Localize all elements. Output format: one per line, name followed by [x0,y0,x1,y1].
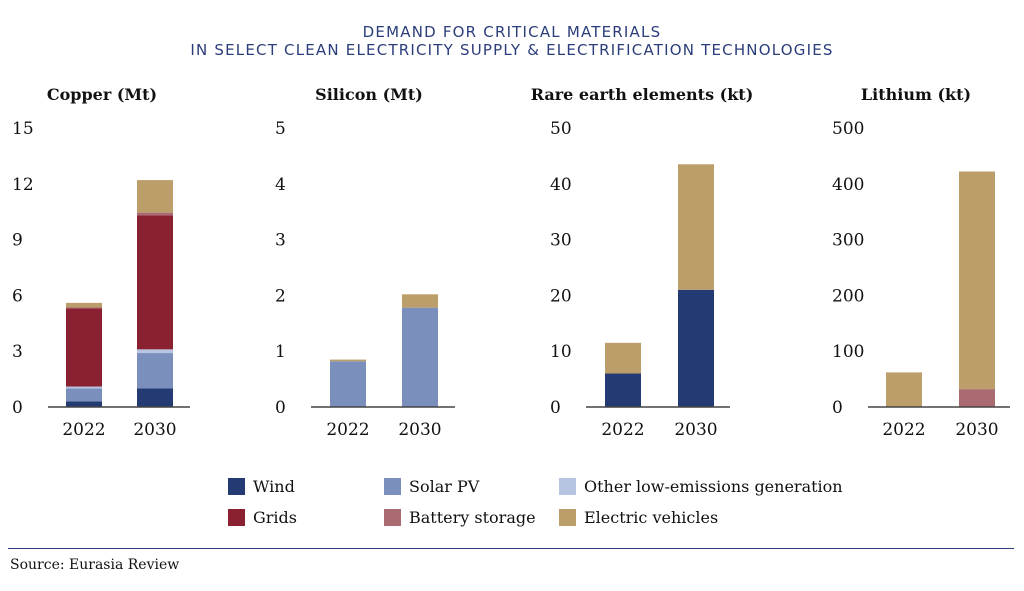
bar-segment-copper-2022-wind [66,401,102,407]
bar-segment-copper-2030-electric-vehicles [137,180,173,213]
bar-segment-lithium-2022-electric-vehicles [886,372,922,407]
y-tick-label-lithium: 500 [832,119,864,139]
legend-label-wind: Wind [253,476,295,496]
chart-title-rare-earth-elements: Rare earth elements (kt) [531,85,754,104]
legend-item-solar-pv: Solar PV [384,476,479,496]
y-tick-label-copper: 0 [12,398,23,418]
y-tick-label-silicon: 1 [275,342,286,362]
footer-divider [8,548,1014,549]
legend-item-electric-vehicles: Electric vehicles [559,507,718,527]
y-tick-label-rare-earth-elements: 40 [550,175,572,195]
y-tick-label-silicon: 0 [275,398,286,418]
x-tick-label-copper-2030: 2030 [133,420,176,440]
legend-item-battery-storage: Battery storage [384,507,536,527]
y-tick-label-rare-earth-elements: 10 [550,342,572,362]
legend-item-other-low-emissions: Other low-emissions generation [559,476,843,496]
y-tick-label-silicon: 4 [275,175,286,195]
legend-label-electric-vehicles: Electric vehicles [584,507,719,527]
y-tick-label-copper: 9 [12,231,23,251]
legend-item-wind: Wind [228,476,295,496]
legend-label-solar-pv: Solar PV [409,476,480,496]
y-tick-label-rare-earth-elements: 0 [550,398,561,418]
y-tick-label-rare-earth-elements: 20 [550,286,572,306]
bar-segment-rare-earth-elements-2022-wind [605,373,641,407]
y-tick-label-silicon: 5 [275,119,286,139]
x-tick-label-lithium-2022: 2022 [882,420,925,440]
chart-title-line-1: DEMAND FOR CRITICAL MATERIALS [362,23,662,41]
y-tick-label-rare-earth-elements: 30 [550,231,572,251]
bar-segment-copper-2022-other-low-emissions-generation [66,386,102,389]
chart-title-copper: Copper (Mt) [47,85,157,104]
legend-swatch-other-low-emissions [559,477,576,495]
y-tick-label-copper: 12 [12,175,34,195]
y-tick-label-lithium: 100 [832,342,864,362]
legend-swatch-grids [228,508,245,526]
bar-segment-copper-2022-battery-storage [66,307,102,309]
x-tick-label-rare-earth-elements-2022: 2022 [601,420,644,440]
y-tick-label-lithium: 400 [832,175,864,195]
y-tick-label-lithium: 0 [832,398,843,418]
y-tick-label-rare-earth-elements: 50 [550,119,572,139]
y-tick-label-silicon: 3 [275,231,286,251]
y-tick-label-copper: 3 [12,342,23,362]
legend-label-battery-storage: Battery storage [409,507,536,527]
x-tick-label-silicon-2030: 2030 [398,420,441,440]
bar-segment-copper-2022-grids [66,308,102,387]
y-tick-label-lithium: 300 [832,231,864,251]
bar-segment-rare-earth-elements-2030-electric-vehicles [678,164,714,290]
bar-segment-rare-earth-elements-2022-electric-vehicles [605,342,641,374]
bar-segment-copper-2030-grids [137,215,173,350]
bar-segment-silicon-2030-electric-vehicles [402,294,438,308]
bar-segment-copper-2030-other-low-emissions-generation [137,349,173,354]
source-note: Source: Eurasia Review [10,557,180,573]
chart-title-silicon: Silicon (Mt) [315,85,423,104]
legend-swatch-battery-storage [384,508,401,526]
x-tick-label-copper-2022: 2022 [62,420,105,440]
y-tick-label-silicon: 2 [275,286,286,306]
chart-title-lithium: Lithium (kt) [861,85,971,104]
legend-swatch-electric-vehicles [559,508,576,526]
x-tick-label-lithium-2030: 2030 [955,420,998,440]
chart-title-line-2: IN SELECT CLEAN ELECTRICITY SUPPLY & ELE… [190,41,834,59]
bar-segment-silicon-2022-solar-pv [330,361,366,407]
bar-segment-copper-2022-solar-pv [66,388,102,402]
legend-label-grids: Grids [253,507,297,527]
bar-segment-lithium-2030-electric-vehicles [959,171,995,390]
x-tick-label-silicon-2022: 2022 [326,420,369,440]
legend-swatch-wind [228,477,245,495]
legend-swatch-solar-pv [384,477,401,495]
bar-segment-silicon-2022-electric-vehicles [330,359,366,362]
bar-segment-silicon-2030-solar-pv [402,307,438,407]
y-tick-label-copper: 15 [12,119,34,139]
legend-item-grids: Grids [228,507,297,527]
legend-label-other-low-emissions: Other low-emissions generation [584,476,843,496]
bar-segment-copper-2030-wind [137,388,173,407]
bar-segment-rare-earth-elements-2030-wind [678,289,714,407]
x-tick-label-rare-earth-elements-2030: 2030 [674,420,717,440]
bar-segment-copper-2030-battery-storage [137,212,173,216]
bar-segment-copper-2030-solar-pv [137,353,173,389]
bar-segment-lithium-2030-battery-storage [959,389,995,407]
bar-segment-copper-2022-electric-vehicles [66,302,102,308]
y-tick-label-lithium: 200 [832,286,864,306]
y-tick-label-copper: 6 [12,286,23,306]
